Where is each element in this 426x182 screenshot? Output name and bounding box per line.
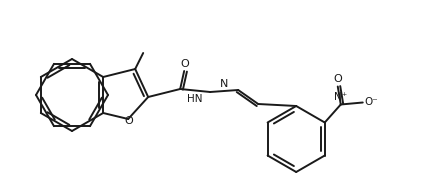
Text: O: O xyxy=(334,74,342,84)
Text: O⁻: O⁻ xyxy=(364,98,377,108)
Text: HN: HN xyxy=(187,94,203,104)
Text: O: O xyxy=(125,116,134,126)
Text: N: N xyxy=(220,79,228,89)
Text: O: O xyxy=(181,59,190,69)
Text: N⁺: N⁺ xyxy=(334,92,347,102)
